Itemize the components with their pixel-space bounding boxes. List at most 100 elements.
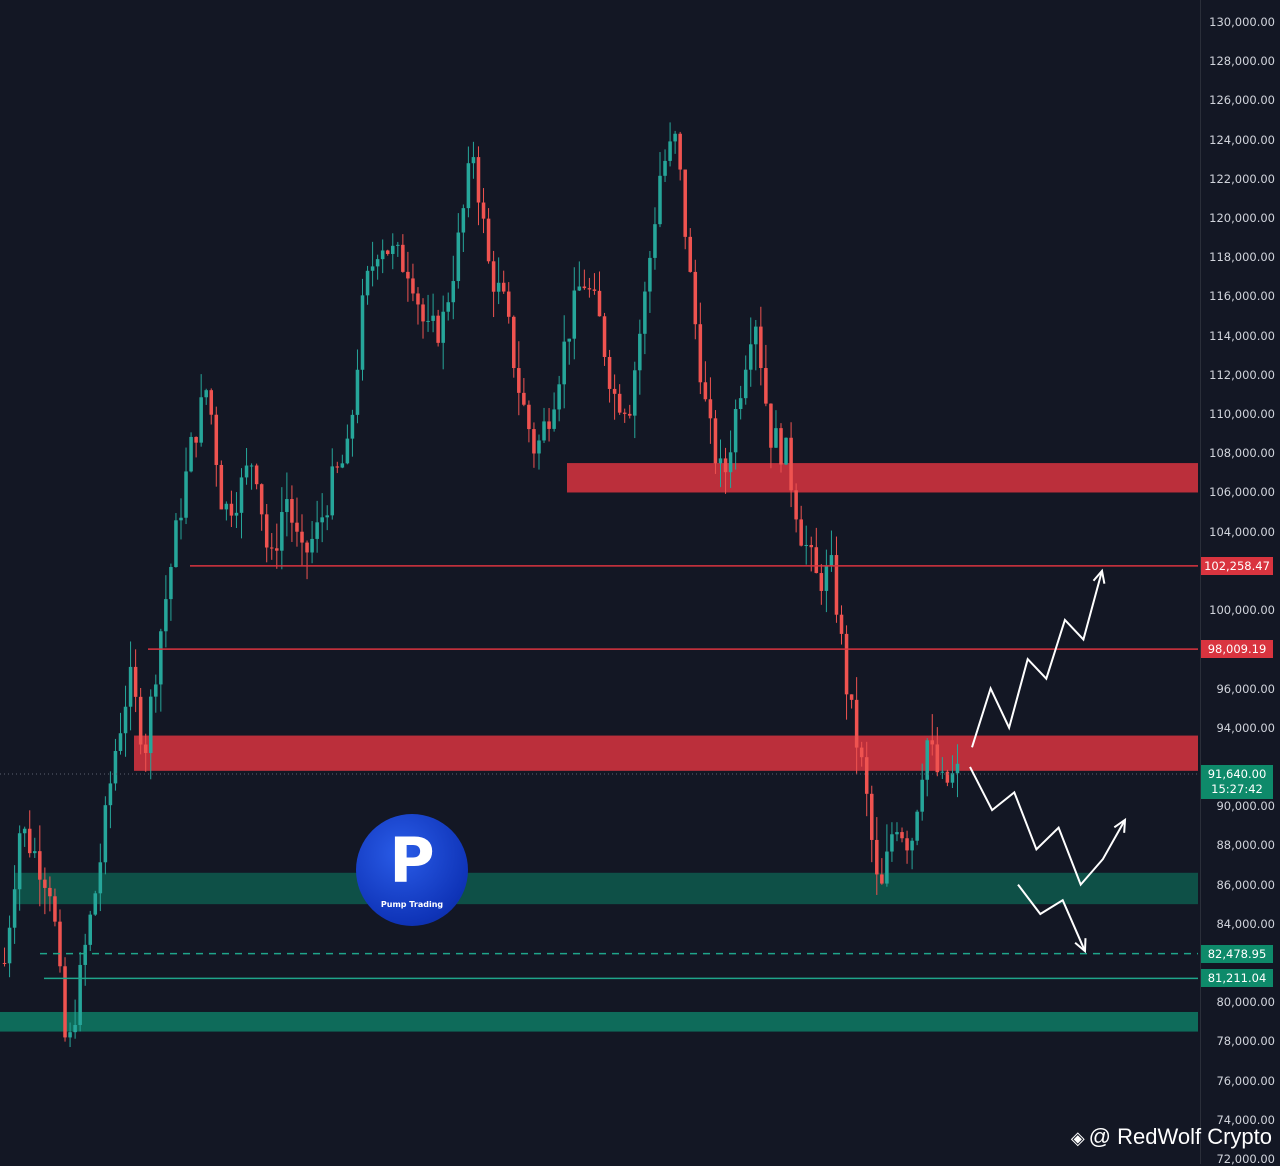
candle-body: [875, 839, 879, 875]
candle-body: [683, 169, 687, 237]
candle-body: [113, 750, 118, 784]
candle-body: [728, 452, 733, 473]
price-tick-label: 126,000.00: [1209, 93, 1275, 108]
price-tick-label: 94,000.00: [1216, 720, 1275, 735]
candle-body: [164, 599, 168, 632]
candle-body: [456, 232, 461, 282]
candle-body: [950, 773, 955, 783]
candle-body: [774, 428, 778, 448]
candle-body: [148, 696, 153, 754]
candle-body: [496, 282, 501, 292]
candle-body: [698, 324, 703, 383]
candle-body: [103, 805, 108, 863]
logo-letter: P: [389, 824, 435, 897]
candle-body: [118, 733, 123, 751]
candle-body: [461, 208, 466, 233]
candle-body: [900, 832, 904, 839]
candle-body: [431, 315, 435, 321]
candle-body: [350, 414, 355, 439]
candle-body: [864, 757, 869, 794]
candle-body: [269, 547, 274, 549]
candle-body: [799, 519, 803, 546]
candle-body: [809, 544, 814, 548]
candle-body: [12, 889, 17, 928]
candle-body: [123, 706, 128, 734]
candle-body: [340, 463, 345, 468]
candle-body: [189, 436, 193, 472]
candle-body: [552, 409, 556, 429]
price-tick-label: 116,000.00: [1209, 289, 1275, 304]
candle-body: [305, 542, 309, 553]
candle-body: [859, 747, 864, 758]
candle-body: [280, 512, 284, 551]
candle-body: [184, 471, 188, 518]
candle-body: [885, 851, 889, 884]
candle-body: [486, 218, 491, 262]
price-tick-label: 74,000.00: [1216, 1112, 1275, 1127]
candle-body: [396, 244, 400, 246]
candle-body: [143, 744, 148, 754]
candle-body: [562, 341, 566, 385]
price-tick-label: 130,000.00: [1209, 15, 1275, 29]
price-chart[interactable]: [0, 0, 1200, 1164]
candle-body: [108, 783, 113, 806]
candle-body: [955, 763, 960, 774]
candle-body: [532, 429, 536, 454]
candle-body: [446, 302, 450, 312]
candle-body: [174, 520, 178, 568]
candle-body: [789, 437, 793, 491]
chart-area[interactable]: [0, 0, 1200, 1164]
candle-body: [385, 250, 390, 254]
candle-body: [905, 838, 909, 851]
candle-body: [335, 466, 340, 468]
price-tick-label: 104,000.00: [1209, 524, 1275, 539]
price-axis[interactable]: 102,258.47 98,009.19 82,478.95 81,211.04 130…: [1200, 0, 1280, 1166]
price-tick-label: 110,000.00: [1209, 407, 1275, 422]
candle-body: [466, 163, 471, 209]
price-tick-label: 88,000.00: [1216, 838, 1275, 853]
candle-body: [290, 499, 294, 523]
candle-body: [522, 392, 526, 405]
candle-body: [179, 517, 183, 521]
candle-body: [920, 779, 924, 812]
watermark-text: @ RedWolf Crypto: [1088, 1124, 1272, 1149]
candle-body: [537, 440, 541, 454]
candle-body: [829, 555, 834, 566]
candle-body: [592, 289, 597, 291]
price-tick-label: 90,000.00: [1216, 799, 1275, 814]
price-tick-label: 120,000.00: [1209, 211, 1275, 226]
candle-body: [244, 465, 249, 478]
price-tick-label: 96,000.00: [1216, 681, 1275, 696]
candle-body: [627, 413, 632, 416]
candle-body: [229, 503, 234, 516]
candle-body: [814, 547, 819, 574]
current-price-value: 91,640.00: [1207, 766, 1267, 781]
candle-body: [133, 666, 138, 697]
candle-body: [839, 614, 844, 634]
candle-body: [869, 793, 874, 840]
candle-body: [743, 369, 748, 399]
candle-body: [325, 515, 329, 518]
candle-body: [668, 141, 672, 161]
candle-body: [345, 438, 350, 464]
candle-body: [441, 311, 445, 343]
candle-body: [401, 244, 405, 272]
candle-body: [481, 202, 486, 219]
bearish-path: [1017, 883, 1086, 952]
candle-body: [451, 281, 456, 303]
price-tick-label: 118,000.00: [1209, 250, 1275, 265]
price-tick-label: 106,000.00: [1209, 485, 1275, 500]
candle-body: [733, 409, 738, 453]
candle-body: [355, 369, 360, 415]
candle-body: [895, 832, 899, 835]
candle-body: [68, 1032, 72, 1038]
candle-body: [501, 282, 506, 292]
candle-body: [53, 896, 57, 922]
candle-body: [199, 397, 203, 443]
candle-body: [653, 224, 657, 258]
price-tick-label: 78,000.00: [1216, 1034, 1275, 1049]
candle-body: [769, 403, 773, 448]
arrow-head: [1092, 568, 1106, 584]
candle-body: [159, 631, 163, 685]
candle-body: [643, 291, 647, 334]
